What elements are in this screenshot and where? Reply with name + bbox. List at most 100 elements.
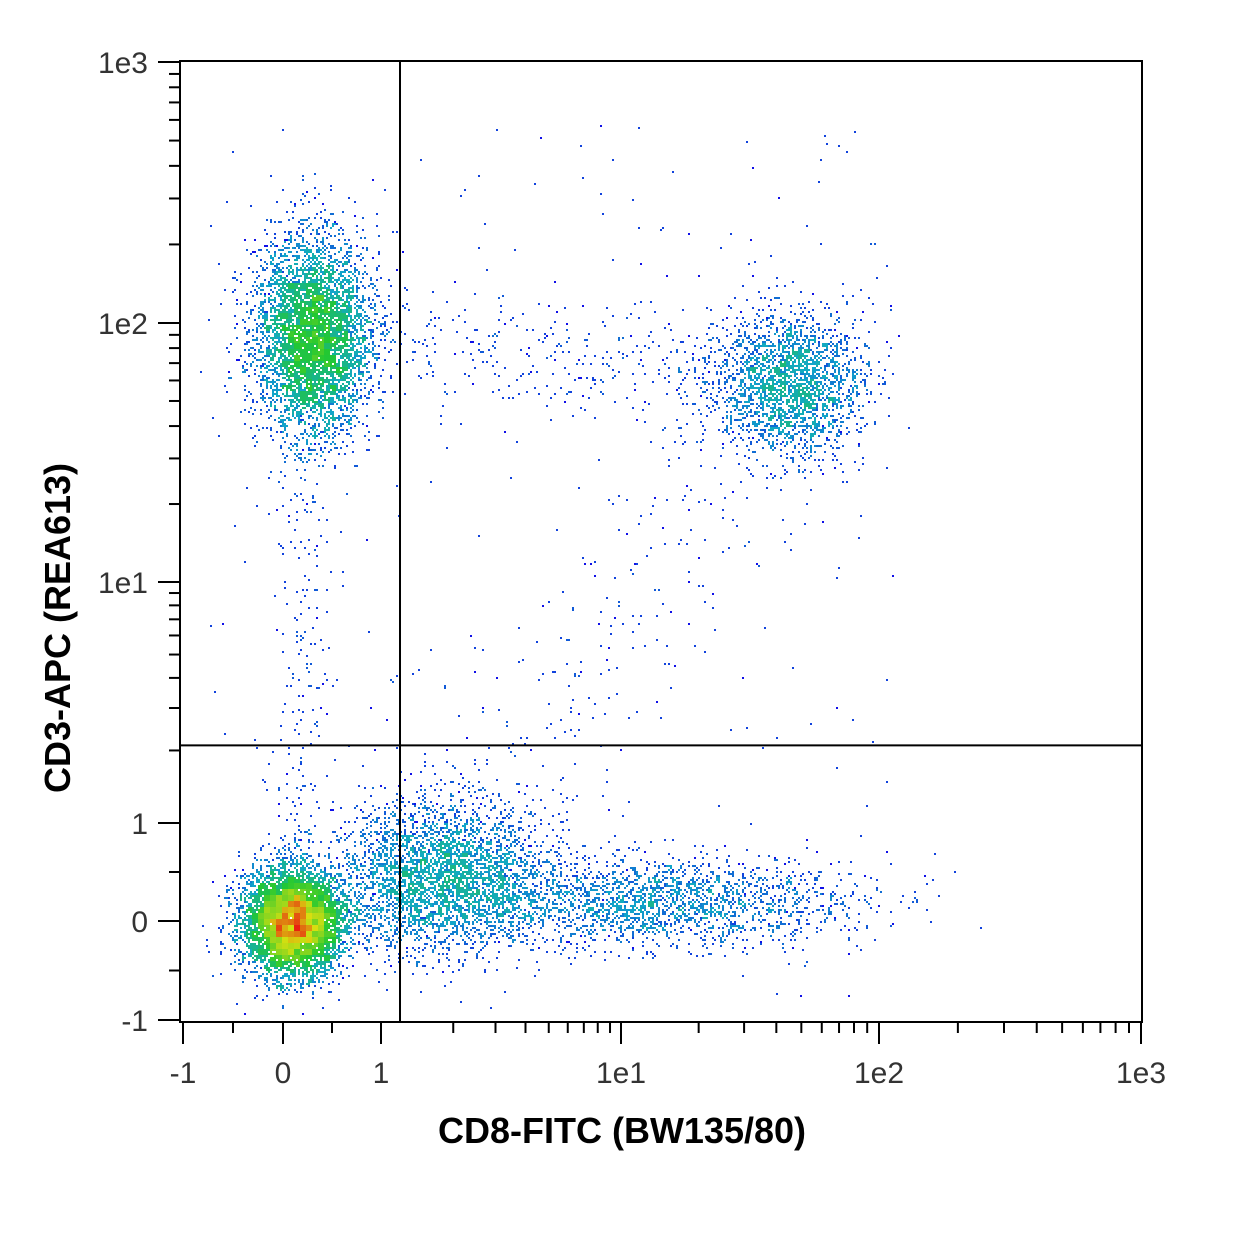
- event-dot: [784, 377, 786, 379]
- event-dot: [272, 329, 274, 331]
- event-dot: [796, 399, 798, 401]
- event-dot: [834, 323, 836, 325]
- event-dot: [266, 367, 268, 369]
- event-dot: [818, 323, 820, 325]
- event-dot: [336, 287, 338, 289]
- event-dot: [354, 357, 356, 359]
- event-dot: [342, 233, 344, 235]
- event-dot: [296, 263, 298, 265]
- event-dot: [336, 339, 338, 341]
- event-dot: [342, 415, 344, 417]
- event-dot: [332, 413, 334, 415]
- event-dot: [798, 355, 800, 357]
- event-dot: [792, 357, 794, 359]
- event-dot: [286, 255, 288, 257]
- event-dot: [782, 371, 784, 373]
- event-dot: [744, 391, 746, 393]
- event-dot: [342, 291, 344, 293]
- event-dot: [306, 351, 308, 353]
- event-dot: [304, 315, 306, 317]
- event-dot: [350, 307, 352, 309]
- event-dot: [854, 377, 856, 379]
- event-dot: [262, 333, 264, 335]
- event-dot: [254, 289, 256, 291]
- event-dot: [270, 397, 272, 399]
- event-dot: [764, 343, 766, 345]
- event-dot: [782, 359, 784, 361]
- event-dot: [304, 391, 306, 393]
- event-dot: [300, 301, 302, 303]
- event-dot: [330, 323, 332, 325]
- event-dot: [300, 295, 302, 297]
- event-dot: [264, 323, 266, 325]
- event-dot: [298, 291, 300, 293]
- event-dot: [820, 377, 822, 379]
- event-dot: [320, 395, 322, 397]
- event-dot: [796, 391, 798, 393]
- event-dot: [310, 317, 312, 319]
- event-dot: [770, 385, 772, 387]
- event-dot: [838, 381, 840, 383]
- event-dot: [296, 283, 298, 285]
- event-dot: [736, 345, 738, 347]
- event-dot: [310, 393, 312, 395]
- event-dot: [360, 355, 362, 357]
- event-dot: [546, 335, 548, 337]
- event-dot: [318, 335, 320, 337]
- event-dot: [756, 357, 758, 359]
- event-dot: [312, 299, 314, 301]
- event-dot: [786, 351, 788, 353]
- event-dot: [304, 319, 306, 321]
- event-dot: [326, 331, 328, 333]
- event-dot: [848, 399, 850, 401]
- event-dot: [318, 251, 320, 253]
- event-dot: [356, 297, 358, 299]
- event-dot: [350, 375, 352, 377]
- event-dot: [756, 349, 758, 351]
- event-dot: [824, 329, 826, 331]
- event-dot: [284, 301, 286, 303]
- event-dot: [298, 331, 300, 333]
- event-dot: [860, 319, 862, 321]
- event-dot: [344, 373, 346, 375]
- event-dot: [330, 417, 332, 419]
- event-dot: [838, 371, 840, 373]
- event-dot: [800, 371, 802, 373]
- event-dot: [738, 345, 740, 347]
- event-dot: [330, 311, 332, 313]
- event-dot: [336, 329, 338, 331]
- event-dot: [324, 357, 326, 359]
- event-dot: [352, 359, 354, 361]
- event-dot: [304, 399, 306, 401]
- event-dot: [268, 325, 270, 327]
- event-dot: [272, 381, 274, 383]
- event-dot: [290, 419, 292, 421]
- event-dot: [312, 259, 314, 261]
- event-dot: [870, 369, 872, 371]
- event-dot: [304, 279, 306, 281]
- event-dot: [806, 387, 808, 389]
- event-dot: [804, 377, 806, 379]
- event-dot: [312, 321, 314, 323]
- event-dot: [776, 369, 778, 371]
- event-dot: [786, 375, 788, 377]
- event-dot: [724, 353, 726, 355]
- event-dot: [334, 337, 336, 339]
- event-dot: [846, 341, 848, 343]
- event-dot: [800, 363, 802, 365]
- event-dot: [310, 249, 312, 251]
- event-dot: [280, 305, 282, 307]
- event-dot: [836, 319, 838, 321]
- event-dot: [328, 403, 330, 405]
- event-dot: [760, 363, 762, 365]
- event-dot: [328, 347, 330, 349]
- event-dot: [790, 327, 792, 329]
- event-dot: [354, 271, 356, 273]
- event-dot: [324, 395, 326, 397]
- event-dot: [342, 279, 344, 281]
- event-dot: [272, 243, 274, 245]
- event-dot: [390, 341, 392, 343]
- event-dot: [308, 307, 310, 309]
- event-dot: [362, 217, 364, 219]
- event-dot: [320, 341, 322, 343]
